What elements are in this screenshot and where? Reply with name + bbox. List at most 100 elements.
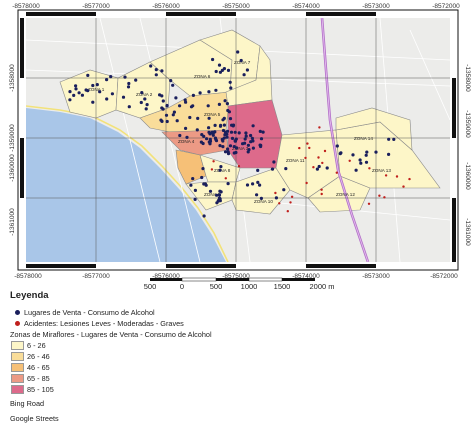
sales-point [217,102,221,106]
accident-point [348,159,351,162]
sales-point [218,168,222,172]
bottom-tick-label: -8577000 [82,273,110,280]
sales-point [159,118,163,122]
sales-point [140,91,144,95]
sales-point [127,105,131,109]
legend-sales-label: Lugares de Venta - Consumo de Alcohol [24,308,155,317]
sales-point [339,151,343,155]
map-canvas: ZONA 1 ZONA 2 ZONA 6 ZONA 7 ZONA 5 ZONA … [26,18,450,262]
zone-4b-area [175,149,207,185]
sales-point [387,152,391,156]
sales-point [221,145,225,149]
sales-point [172,110,176,114]
accident-point [383,196,386,199]
sales-point [134,78,138,82]
accident-point [210,168,214,171]
accident-point [298,146,301,150]
sales-point [387,137,391,141]
accident-point [335,171,338,174]
accident-point [317,156,320,159]
left-tick-label: -1361000 [9,208,16,236]
sales-point [229,130,234,134]
sales-point [256,180,260,184]
legend-class-label: 85 - 105 [27,385,54,394]
sales-point [191,104,195,108]
sales-point [143,97,147,101]
left-tick-label: -1358000 [9,64,16,92]
sales-point [207,126,211,130]
sales-point [246,143,250,147]
sales-point [74,84,78,88]
sales-point [226,129,230,133]
sales-point [364,153,368,157]
sales-point [74,87,78,91]
sales-point [222,116,226,120]
top-tick-label: -8577000 [82,3,110,10]
sales-point [231,124,235,128]
sales-point [249,140,253,144]
sales-point [195,128,199,132]
sales-point [284,167,288,171]
scale-label: 1500 [274,282,291,290]
sales-point [201,167,205,171]
accident-point [286,210,289,213]
legend-class-row: 26 - 46 [10,351,470,362]
sales-point [123,75,127,79]
sales-point [184,100,188,104]
legend: Leyenda Lugares de Venta - Consumo de Al… [10,290,470,425]
sales-point [251,182,255,186]
top-tick-label: -8572000 [432,3,460,10]
legend-base-layer-bing: Bing Road [10,399,45,408]
sales-point [365,150,369,154]
left-tick-label: -1360000 [9,154,16,182]
sales-point [149,64,153,68]
sales-point [68,98,72,102]
sales-point [185,135,189,139]
sales-point [154,73,158,77]
sales-point [251,124,255,128]
sales-point [215,201,219,205]
sales-point [236,50,240,54]
sales-point [251,146,255,150]
zone-label-13: ZONA 13 [372,168,391,173]
sales-point [226,182,230,186]
top-tick-labels: -8578000 -8577000 -8576000 -8575000 -857… [12,3,460,10]
sales-point [315,167,319,171]
sales-point [245,183,250,187]
sales-point [220,68,224,72]
sales-point [160,69,164,73]
sales-point [218,144,222,148]
bottom-tick-label: -8575000 [222,273,250,280]
zone-label-2: ZONA 2 [136,92,153,97]
sales-point [98,90,102,94]
sales-point [226,108,230,113]
sales-point [221,139,225,143]
sales-point [200,175,204,180]
sales-point [109,75,113,79]
sales-point [317,164,321,169]
sales-point [219,123,223,127]
accident-point [290,195,294,198]
zone-label-10: ZONA 10 [254,199,273,204]
sales-point [223,99,227,103]
accident-point [368,167,371,170]
sales-point [351,153,355,157]
sales-point [145,103,149,107]
sales-point [259,137,264,141]
right-tick-labels: -1358000 -1359000 -1360000 -1361000 [464,64,471,246]
scale-label: 1000 [241,282,258,290]
legend-accidents-label: Acidentes: Lesiones Leves - Moderadas - … [24,319,184,328]
sales-point [211,57,215,62]
map-frame[interactable]: ZONA 1 ZONA 2 ZONA 6 ZONA 7 ZONA 5 ZONA … [0,0,474,290]
sales-point [217,63,222,67]
accident-point [237,165,241,168]
sales-point [243,137,247,141]
sales-point [77,91,81,95]
accident-point [320,188,323,191]
sales-point [127,81,131,86]
accident-point [395,175,399,178]
right-tick-label: -1359000 [464,110,471,138]
sales-point [225,102,229,106]
sales-point [191,177,195,181]
legend-class-row: 65 - 85 [10,373,470,384]
